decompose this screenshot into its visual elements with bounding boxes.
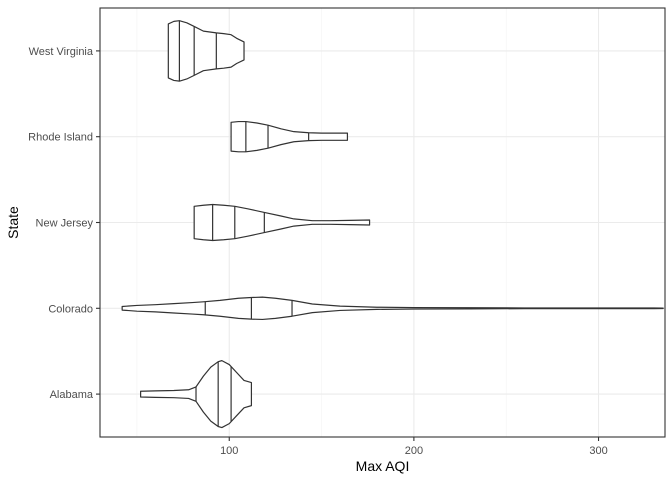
x-axis-title: Max AQI — [356, 458, 410, 474]
violin-new-jersey — [193, 203, 371, 242]
y-tick-label: Rhode Island — [28, 132, 93, 144]
violin-rhode-island — [230, 120, 349, 153]
y-tick-label: Alabama — [50, 389, 94, 401]
y-tick-label: Colorado — [48, 303, 93, 315]
x-tick-label: 300 — [589, 445, 607, 457]
violins-layer — [121, 20, 664, 429]
x-tick-label: 200 — [405, 445, 423, 457]
violin-colorado — [121, 296, 664, 321]
y-tick-label: West Virginia — [29, 46, 94, 58]
y-tick-label: New Jersey — [36, 218, 94, 230]
axes: 100 200 300 Alabama Colorado New Jersey Rhode … — [28, 46, 608, 457]
y-axis-title: State — [5, 206, 21, 239]
violin-west-virginia — [167, 20, 245, 82]
x-tick-label: 100 — [220, 445, 238, 457]
